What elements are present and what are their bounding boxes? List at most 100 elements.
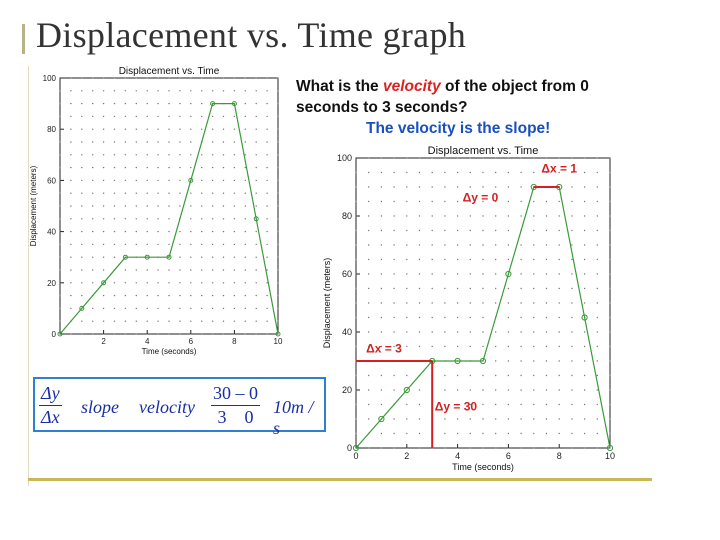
grid-dot — [190, 320, 192, 322]
grid-dot — [135, 205, 137, 207]
grid-dot — [222, 77, 225, 79]
grid-dot — [431, 215, 433, 217]
grid-dot — [255, 77, 257, 79]
grid-dot — [431, 157, 433, 159]
grid-dot — [469, 331, 471, 333]
grid-dot — [233, 90, 236, 92]
grid-dot — [507, 345, 510, 348]
grid-dot — [469, 273, 471, 275]
grid-dot — [222, 294, 225, 297]
grid-dot — [469, 374, 471, 377]
grid-dot — [190, 77, 192, 79]
grid-dot — [469, 302, 471, 304]
grid-dot — [201, 90, 203, 92]
grid-dot — [456, 186, 459, 188]
grid-dot — [59, 320, 61, 322]
grid-dot — [266, 230, 268, 233]
grid-dot — [146, 77, 148, 79]
grid-dot — [102, 166, 105, 169]
grid-dot — [102, 269, 105, 271]
grid-dot — [113, 320, 116, 322]
grid-dot — [201, 282, 203, 284]
grid-dot — [482, 374, 484, 377]
grid-dot — [233, 269, 236, 271]
grid-dot — [70, 179, 72, 182]
grid-dot — [135, 179, 137, 182]
grid-dot — [418, 331, 421, 333]
grid-dot — [406, 157, 408, 159]
grid-dot — [168, 90, 170, 92]
grid-dot — [368, 331, 370, 333]
grid-dot — [233, 320, 236, 322]
grid-dot — [368, 171, 370, 174]
grid-dot — [368, 200, 370, 203]
grid-dot — [609, 374, 611, 377]
grid-dot — [507, 418, 510, 420]
grid-dot — [222, 230, 225, 233]
grid-dot — [102, 192, 105, 194]
bottom-rule — [28, 478, 652, 481]
grid-dot — [146, 218, 148, 220]
grid-dot — [179, 90, 181, 92]
grid-dot — [571, 273, 573, 275]
grid-dot — [179, 128, 181, 130]
grid-dot — [571, 186, 573, 188]
grid-dot — [92, 166, 94, 169]
grid-dot — [431, 186, 433, 188]
grid-dot — [571, 302, 573, 304]
grid-dot — [545, 345, 548, 348]
grid-dot — [495, 215, 497, 217]
grid-dot — [456, 273, 459, 275]
grid-dot — [406, 244, 408, 246]
grid-dot — [157, 243, 159, 246]
grid-dot — [406, 215, 408, 217]
grid-dot — [277, 218, 279, 220]
grid-dot — [495, 374, 497, 377]
grid-dot — [266, 205, 268, 207]
grid-dot — [368, 258, 370, 261]
grid-dot — [583, 200, 586, 203]
grid-dot — [92, 205, 94, 207]
grid-dot — [201, 218, 203, 220]
grid-dot — [222, 282, 225, 284]
grid-dot — [393, 316, 395, 319]
grid-dot — [533, 171, 535, 174]
grid-dot — [507, 200, 510, 203]
grid-dot — [244, 179, 246, 182]
grid-dot — [244, 320, 246, 322]
data-point — [101, 280, 107, 286]
data-point — [231, 101, 237, 107]
grid-dot — [583, 302, 586, 304]
question-text: What is the velocity of the object from … — [296, 76, 636, 118]
grid-dot — [201, 192, 203, 194]
grid-dot — [233, 256, 236, 258]
grid-dot — [482, 157, 484, 159]
grid-dot — [102, 294, 105, 297]
grid-dot — [380, 432, 383, 435]
grid-dot — [571, 157, 573, 159]
grid-dot — [211, 115, 214, 118]
grid-dot — [380, 302, 383, 304]
grid-dot — [81, 166, 83, 169]
grid-dot — [495, 447, 497, 449]
grid-dot — [456, 215, 459, 217]
grid-dot — [545, 447, 548, 449]
grid-dot — [146, 320, 148, 322]
grid-dot — [201, 256, 203, 258]
grid-dot — [146, 294, 148, 297]
grid-dot — [520, 302, 522, 304]
grid-dot — [233, 128, 236, 130]
grid-dot — [244, 333, 246, 335]
grid-dot — [406, 331, 408, 333]
grid-dot — [179, 77, 181, 79]
grid-dot — [135, 230, 137, 233]
grid-dot — [255, 243, 257, 246]
grid-dot — [81, 192, 83, 194]
grid-dot — [244, 90, 246, 92]
grid-dot — [113, 243, 116, 246]
grid-dot — [558, 360, 560, 362]
grid-dot — [444, 200, 446, 203]
grid-dot — [168, 243, 170, 246]
grid-dot — [157, 128, 159, 130]
grid-dot — [113, 77, 116, 79]
